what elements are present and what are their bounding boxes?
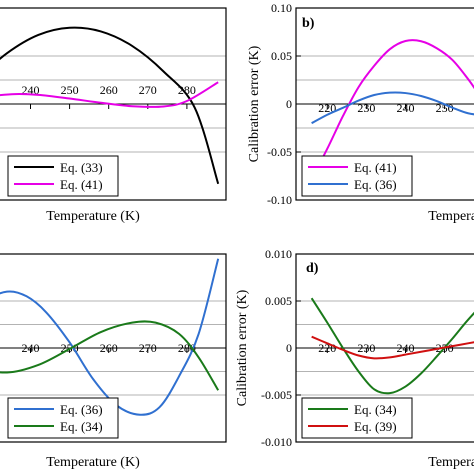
- gridlines: [296, 300, 474, 396]
- x-tick-label: 280: [178, 83, 196, 97]
- gridlines: [0, 55, 226, 153]
- legend: Eq. (34) Eq. (39): [301, 397, 413, 439]
- y-tick-label: -0.010: [261, 435, 292, 449]
- y-tick-label: -0.005: [261, 388, 292, 402]
- x-tick-label: 240: [21, 341, 39, 355]
- gridlines: [296, 55, 474, 153]
- x-tick-label: 270: [139, 83, 157, 97]
- plot-frame: [295, 253, 474, 443]
- y-tick-label: 0.010: [265, 247, 292, 261]
- series-line-1: [310, 297, 474, 395]
- x-axis-label: Temperature (K): [46, 209, 140, 224]
- y-tick-label: -0.10: [267, 193, 292, 207]
- legend: Eq. (41) Eq. (36): [301, 155, 413, 197]
- x-tick-label: 250: [61, 83, 79, 97]
- x-axis-label: Temperature (K): [428, 209, 474, 224]
- series-line-1: [310, 39, 474, 180]
- legend-label: Eq. (33): [60, 160, 103, 175]
- y-tick-label: -0.05: [267, 145, 292, 159]
- x-axis-label: Temperature (K): [46, 455, 140, 470]
- legend-box: [7, 397, 119, 439]
- legend-box: [301, 155, 413, 197]
- legend-label: Eq. (34): [354, 402, 397, 417]
- x-tick-label: 260: [100, 83, 118, 97]
- x-axis-label: Temperature (K): [428, 455, 474, 470]
- gridlines: [0, 300, 226, 396]
- series-line-2: [0, 320, 220, 391]
- legend-box: [301, 397, 413, 439]
- series-line-2: [311, 91, 474, 125]
- y-tick-label: 0.05: [271, 49, 292, 63]
- legend: Eq. (33) Eq. (41): [7, 155, 119, 197]
- x-tick-label: 240: [396, 101, 414, 115]
- legend-label: Eq. (39): [354, 419, 397, 434]
- x-tick-label: 220: [318, 101, 336, 115]
- plot-frame: [0, 253, 227, 443]
- y-axis-label: Calibration error (K): [247, 45, 262, 162]
- legend-label: Eq. (34): [60, 419, 103, 434]
- x-tick-label: 230: [357, 101, 375, 115]
- panel-label: b): [302, 16, 315, 31]
- x-tick-label: 270: [139, 341, 157, 355]
- legend-box: [7, 155, 119, 197]
- legend-label: Eq. (41): [354, 160, 397, 175]
- y-tick-label: 0.005: [265, 294, 292, 308]
- legend-label: Eq. (41): [60, 177, 103, 192]
- y-tick-label: 0.10: [271, 1, 292, 15]
- y-axis-label: Calibration error (K): [235, 289, 250, 406]
- x-tick-label: 240: [396, 341, 414, 355]
- legend-label: Eq. (36): [60, 402, 103, 417]
- series-line-2: [0, 81, 219, 108]
- y-tick-label: 0: [286, 97, 292, 111]
- series-line-2: [311, 335, 474, 360]
- series-line-1: [0, 258, 220, 416]
- legend-label: Eq. (36): [354, 177, 397, 192]
- x-tick-label: 230: [357, 341, 375, 355]
- x-tick-label: 260: [100, 341, 118, 355]
- y-tick-label: 0: [286, 341, 292, 355]
- plot-frame: [0, 7, 227, 201]
- plot-frame: [295, 7, 474, 201]
- panel-label: d): [306, 261, 319, 276]
- legend: Eq. (36) Eq. (34): [7, 397, 119, 439]
- series-line-1: [0, 26, 220, 185]
- x-tick-label: 250: [436, 101, 454, 115]
